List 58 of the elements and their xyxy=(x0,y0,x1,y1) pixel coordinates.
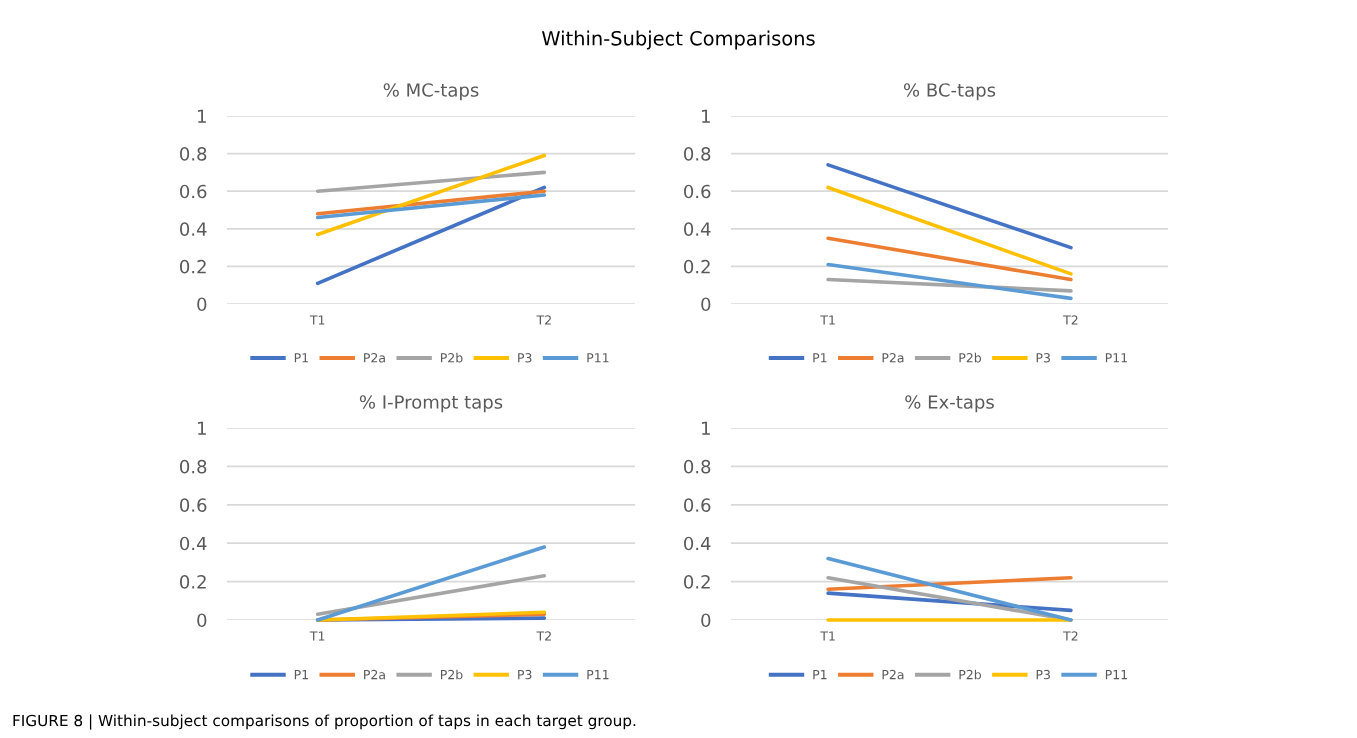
y-tick-label: 0.2 xyxy=(180,575,206,589)
y-tick-label: 1 xyxy=(702,109,710,123)
y-tick-label: 1 xyxy=(702,421,710,435)
x-tick-label: T1 xyxy=(309,315,325,325)
legend-label: P3 xyxy=(518,353,532,363)
y-tick-label: 0.2 xyxy=(684,575,710,589)
y-tick-label: 0 xyxy=(197,613,207,628)
legend-label: P2a xyxy=(364,669,385,680)
y-tick-label: 1 xyxy=(198,109,206,123)
legend-label: P11 xyxy=(1105,353,1127,363)
legend-label: P1 xyxy=(294,670,308,680)
chart-title: % I-Prompt taps xyxy=(359,395,503,413)
legend-label: P1 xyxy=(294,353,308,363)
x-tick-label: T2 xyxy=(1063,315,1078,325)
x-tick-label: T2 xyxy=(1063,631,1078,641)
y-tick-label: 0 xyxy=(197,297,207,312)
y-tick-label: 0.6 xyxy=(180,184,207,199)
y-tick-label: 0.6 xyxy=(684,184,711,199)
legend-label: P3 xyxy=(1036,353,1050,363)
y-tick-label: 0 xyxy=(701,613,711,628)
y-tick-label: 0.4 xyxy=(180,536,207,551)
y-tick-label: 0.8 xyxy=(684,147,711,161)
legend-label: P3 xyxy=(518,669,532,680)
x-tick-label: T1 xyxy=(309,631,325,641)
text: Within-Subject Comparisons xyxy=(542,30,815,50)
legend-label: P2b xyxy=(959,352,982,363)
y-tick-label: 0.4 xyxy=(684,536,711,551)
legend-label: P2a xyxy=(882,353,904,363)
legend-label: P2b xyxy=(440,352,463,363)
x-tick-label: T1 xyxy=(820,315,835,325)
legend-label: P11 xyxy=(587,670,609,680)
y-tick-label: 0 xyxy=(701,297,711,312)
x-tick-label: T1 xyxy=(820,631,835,641)
x-tick-label: T2 xyxy=(536,631,551,641)
chart-title: % Ex-taps xyxy=(905,395,994,413)
caption: FIGURE 8 | Within-subject comparisons of proportion of taps in each target group. xyxy=(13,714,636,730)
chart-title: % BC-taps xyxy=(903,83,996,101)
y-tick-label: 0.2 xyxy=(180,259,206,274)
legend-label: P2b xyxy=(959,669,982,680)
y-tick-label: 0.8 xyxy=(180,459,207,474)
y-tick-label: 0.4 xyxy=(180,222,207,236)
legend-label: P2b xyxy=(440,669,463,680)
legend-label: P11 xyxy=(1105,670,1127,680)
legend-label: P1 xyxy=(813,670,827,680)
legend-label: P1 xyxy=(813,353,827,363)
legend-label: P11 xyxy=(587,353,609,363)
y-tick-label: 0.8 xyxy=(180,147,207,161)
y-tick-label: 1 xyxy=(198,421,206,435)
x-tick-label: T2 xyxy=(536,315,551,325)
chart-title: % MC-taps xyxy=(383,83,479,101)
y-tick-label: 0.8 xyxy=(684,459,711,474)
y-tick-label: 0.6 xyxy=(180,498,207,512)
y-tick-label: 0.4 xyxy=(684,222,711,236)
y-tick-label: 0.2 xyxy=(684,259,710,274)
legend-label: P2a xyxy=(364,353,385,363)
legend-label: P2a xyxy=(882,669,904,680)
y-tick-label: 0.6 xyxy=(684,498,711,512)
legend-label: P3 xyxy=(1036,669,1050,680)
